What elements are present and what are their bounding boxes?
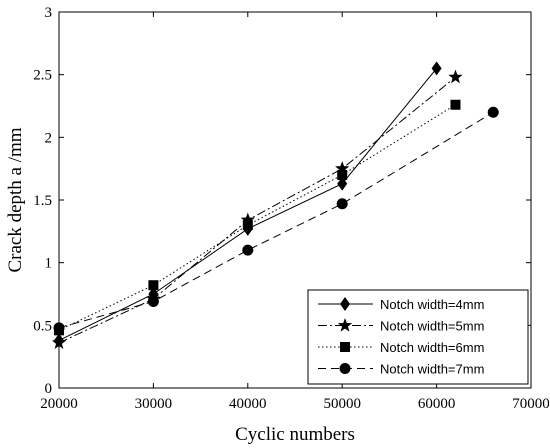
legend: Notch width=4mm Notch width=5mm Notch widt…: [307, 289, 529, 385]
y-tick-label: 0.5: [33, 318, 52, 334]
data-point: [148, 280, 159, 291]
data-point: [337, 176, 348, 191]
data-point: [242, 244, 254, 256]
data-point: [335, 161, 350, 175]
data-point: [337, 169, 348, 180]
data-point: [336, 198, 348, 210]
legend-entry: Notch width=4mm: [380, 297, 484, 312]
x-tick-label: 20000: [40, 396, 78, 412]
y-tick-label: 1.5: [33, 193, 52, 209]
data-point: [240, 212, 255, 227]
data-point: [147, 296, 159, 308]
data-point: [448, 69, 463, 84]
legend-marker: [339, 363, 351, 374]
legend-entry: Notch width=7mm: [380, 362, 484, 377]
y-tick-label: 1: [45, 256, 53, 272]
y-tick-label: 3: [45, 5, 53, 21]
data-point: [431, 61, 442, 76]
axes-layer: 20000 30000 40000 50000 60000 70000 0 0.5 1 1.5 2 2…: [33, 5, 550, 412]
series-line: [58, 111, 494, 329]
x-tick-label: 30000: [135, 396, 173, 412]
legend-marker: [340, 342, 350, 352]
legend-entry: Notch width=6mm: [380, 340, 484, 355]
data-point: [487, 106, 499, 118]
data-point: [242, 220, 253, 231]
x-tick-label: 60000: [418, 396, 456, 412]
x-tick-label: 70000: [512, 396, 550, 412]
series-layer: [51, 61, 499, 349]
x-tick-label: 50000: [323, 396, 361, 412]
x-axis-label: Cyclic numbers: [235, 424, 355, 445]
data-point: [450, 99, 461, 110]
legend-marker: [337, 318, 353, 332]
y-tick-label: 2.5: [33, 68, 52, 84]
y-tick-label: 0: [45, 381, 53, 397]
legend-marker: [340, 297, 350, 311]
y-tick-label: 2: [45, 130, 53, 146]
y-axis-label: Crack depth a /mm: [5, 127, 26, 272]
x-tick-label: 40000: [229, 396, 267, 412]
legend-entry: Notch width=5mm: [380, 319, 484, 334]
